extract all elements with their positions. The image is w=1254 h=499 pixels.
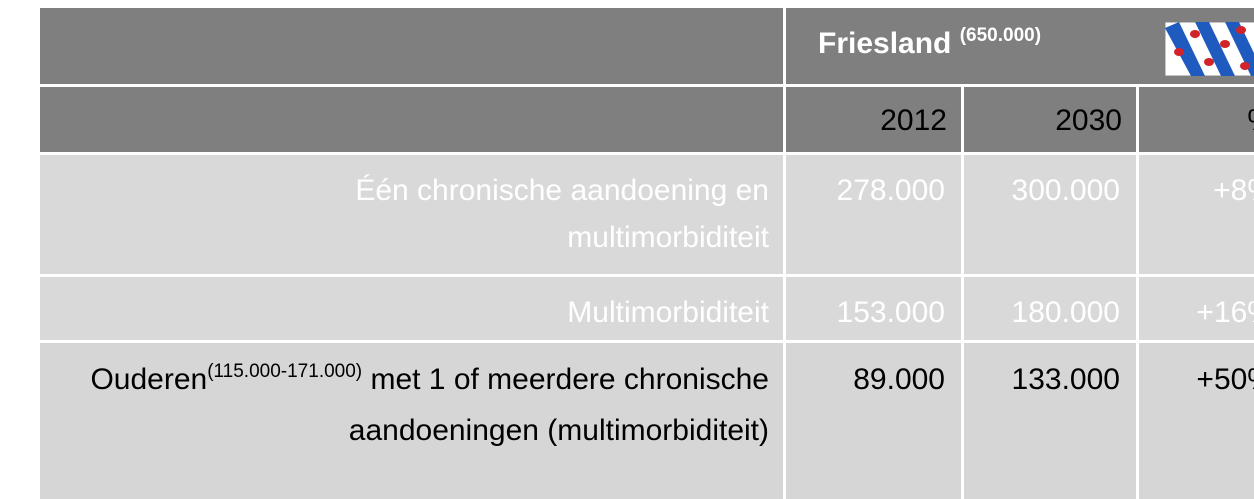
label-text: Ouderen: [90, 363, 208, 396]
frisian-flag: [1165, 22, 1254, 76]
col-header: 2030: [964, 87, 1136, 152]
row-label: Één chronische aandoening en multimorbid…: [40, 155, 783, 274]
cell-value: +50%: [1139, 343, 1254, 499]
region-title: Friesland: [818, 27, 952, 60]
cell-value: +8%: [1139, 155, 1254, 274]
col-header: %: [1139, 87, 1254, 152]
label-sup: (115.000-171.000): [207, 361, 363, 382]
cell-value: 133.000: [964, 343, 1136, 499]
label-text: met 1 of meerdere chronische aandoeninge…: [348, 363, 769, 447]
col-header: 2012: [786, 87, 961, 152]
cell-value: 278.000: [786, 155, 961, 274]
row-label: Ouderen(115.000-171.000) met 1 of meerde…: [40, 343, 783, 499]
row-label: Multimorbiditeit: [40, 277, 783, 340]
col-header-blank: [40, 87, 783, 152]
cell-value: 89.000: [786, 343, 961, 499]
cell-value: 153.000: [786, 277, 961, 340]
cell-value: +16%: [1139, 277, 1254, 340]
flag-hearts: [1174, 26, 1250, 70]
cell-value: 180.000: [964, 277, 1136, 340]
header-blank: [40, 8, 783, 84]
cell-value: 300.000: [964, 155, 1136, 274]
region-population: (650.000): [959, 25, 1042, 46]
